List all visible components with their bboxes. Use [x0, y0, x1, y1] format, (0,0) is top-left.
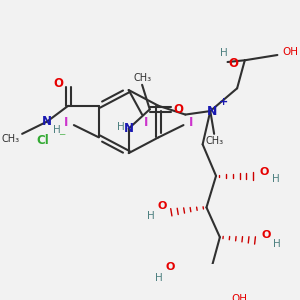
Text: O: O	[165, 262, 175, 272]
Text: O: O	[261, 230, 271, 241]
Text: H: H	[220, 48, 228, 58]
Text: N: N	[42, 115, 52, 128]
Text: H: H	[274, 239, 281, 249]
Text: +: +	[219, 97, 228, 107]
Text: I: I	[64, 116, 68, 129]
Text: O: O	[54, 76, 64, 89]
Text: H: H	[117, 122, 125, 132]
Text: N: N	[124, 122, 134, 135]
Text: CH₃: CH₃	[2, 134, 20, 144]
Text: H: H	[272, 173, 279, 184]
Text: O: O	[228, 57, 238, 70]
Text: Cl: Cl	[36, 134, 49, 147]
Text: CH₃: CH₃	[133, 73, 151, 83]
Text: ⁻: ⁻	[58, 131, 65, 145]
Text: O: O	[173, 103, 184, 116]
Text: N: N	[207, 105, 217, 118]
Text: O: O	[259, 167, 268, 176]
Text: H: H	[147, 211, 155, 221]
Text: CH₃: CH₃	[205, 136, 223, 146]
Text: O: O	[158, 201, 167, 211]
Text: I: I	[144, 116, 148, 129]
Text: OH: OH	[283, 46, 299, 56]
Polygon shape	[175, 265, 212, 276]
Text: OH: OH	[231, 293, 247, 300]
Text: H: H	[53, 125, 61, 135]
Text: H: H	[155, 273, 162, 284]
Text: I: I	[189, 116, 193, 129]
